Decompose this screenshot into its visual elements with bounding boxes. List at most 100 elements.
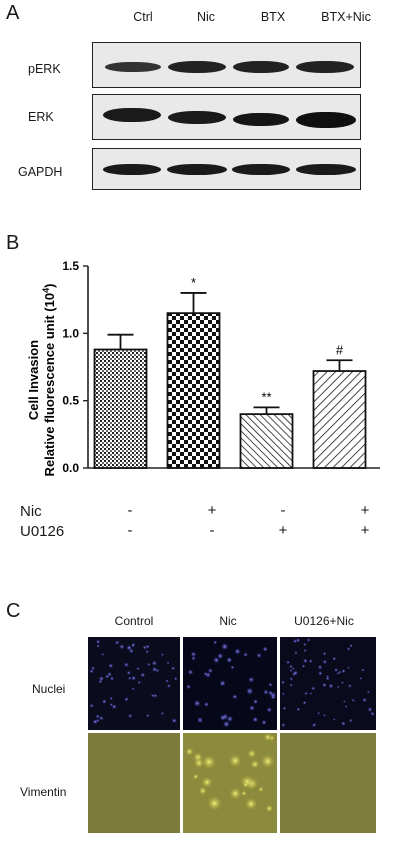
nucleus-spot: [351, 698, 355, 702]
blot-perk: [92, 42, 361, 88]
nucleus-spot: [126, 670, 132, 676]
nucleus-spot: [282, 706, 287, 711]
blot-band: [233, 61, 289, 73]
vimentin-spot: [185, 747, 194, 757]
nucleus-spot: [289, 683, 293, 687]
nucleus-spot: [348, 718, 353, 723]
blot-label-gapdh: GAPDH: [18, 165, 63, 179]
nucleus-spot: [98, 715, 104, 721]
micro-column-u0126-nic: U0126+Nic: [294, 614, 354, 628]
nucleus-spot: [185, 684, 192, 690]
nucleus-spot: [101, 699, 107, 704]
vimentin-spot: [242, 781, 249, 788]
blot-label-perk: pERK: [28, 62, 61, 76]
nucleus-spot: [220, 642, 229, 651]
vimentin-u0126-nic-image: [280, 733, 376, 833]
nucleus-spot: [304, 691, 308, 696]
nucleus-spot: [317, 711, 321, 715]
nuclei-nic-image: [183, 637, 277, 730]
vimentin-spot: [250, 759, 260, 770]
chart-bars: ***#: [93, 275, 367, 469]
nucleus-spot: [296, 707, 301, 712]
nucleus-spot: [166, 661, 170, 665]
blot-band: [168, 61, 226, 73]
blot-band: [233, 113, 289, 126]
condition-nic-2: +: [207, 502, 217, 519]
vimentin-spot: [201, 754, 217, 770]
nucleus-spot: [107, 671, 112, 677]
y-tick-label: 1.0: [62, 326, 79, 340]
nucleus-spot: [136, 667, 140, 671]
y-tick-label: 0.0: [62, 461, 79, 475]
blot-gapdh: [92, 148, 361, 190]
blot-column-btx: BTX: [260, 10, 286, 24]
nucleus-spot: [293, 670, 299, 676]
nucleus-spot: [108, 663, 114, 669]
blot-band: [103, 108, 161, 122]
vimentin-spot: [244, 797, 258, 811]
nucleus-spot: [308, 659, 313, 664]
nucleus-spot: [127, 676, 132, 681]
nucleus-spot: [267, 690, 274, 696]
nucleus-spot: [294, 651, 298, 655]
nucleus-spot: [289, 664, 293, 669]
blot-band: [296, 61, 354, 73]
nucleus-spot: [340, 721, 346, 727]
nucleus-spot: [114, 640, 120, 645]
nucleus-spot: [151, 660, 158, 667]
nuclei-u0126-nic-image: [280, 637, 376, 730]
nucleus-spot: [191, 655, 196, 661]
vimentin-spot: [247, 748, 257, 759]
condition-u0126-3: +: [278, 522, 288, 539]
nucleus-spot: [270, 694, 276, 700]
nucleus-spot: [361, 668, 365, 672]
bar: [166, 312, 221, 469]
nucleus-spot: [263, 689, 269, 695]
micro-column-control: Control: [114, 614, 154, 628]
nucleus-spot: [212, 640, 218, 645]
nucleus-spot: [252, 716, 259, 723]
row-label-u0126: U0126: [20, 523, 65, 540]
nucleus-spot: [328, 683, 334, 689]
vimentin-spot: [240, 790, 247, 797]
nucleus-spot: [150, 693, 155, 698]
nucleus-spot: [203, 701, 210, 708]
nucleus-spot: [130, 675, 137, 681]
nucleus-spot: [309, 692, 313, 696]
nucleus-spot: [289, 677, 294, 681]
nucleus-spot: [95, 714, 101, 719]
nucleus-spot: [101, 652, 105, 656]
nucleus-spot: [151, 666, 158, 673]
blot-column-nic: Nic: [196, 10, 216, 24]
nucleus-spot: [302, 700, 307, 706]
y-tick-label: 1.5: [62, 259, 79, 273]
nucleus-spot: [367, 706, 373, 713]
vimentin-spot: [228, 753, 243, 768]
nucleus-spot: [109, 676, 115, 681]
condition-u0126-1: -: [127, 522, 133, 539]
panel-b-letter: B: [6, 232, 20, 254]
panel-a-letter: A: [6, 2, 20, 24]
nucleus-spot: [123, 662, 129, 668]
nucleus-spot: [268, 682, 273, 687]
nucleus-spot: [222, 720, 231, 728]
microscopy-grid: [88, 637, 376, 833]
vimentin-spot: [200, 776, 214, 789]
nucleus-spot: [219, 714, 226, 721]
nucleus-spot: [252, 698, 259, 705]
nucleus-spot: [173, 676, 178, 681]
nucleus-spot: [131, 687, 135, 691]
nucleus-spot: [147, 662, 151, 667]
nucleus-spot: [145, 649, 149, 654]
vimentin-spot: [263, 732, 273, 742]
nucleus-spot: [336, 685, 340, 689]
nuclei-control-image: [88, 637, 180, 730]
nucleus-spot: [171, 666, 176, 671]
nucleus-spot: [281, 680, 285, 685]
nucleus-spot: [124, 696, 129, 702]
nucleus-spot: [302, 658, 308, 664]
nucleus-spot: [322, 713, 326, 717]
blot-erk: [92, 94, 361, 140]
nucleus-spot: [89, 668, 94, 674]
nucleus-spot: [322, 651, 327, 656]
